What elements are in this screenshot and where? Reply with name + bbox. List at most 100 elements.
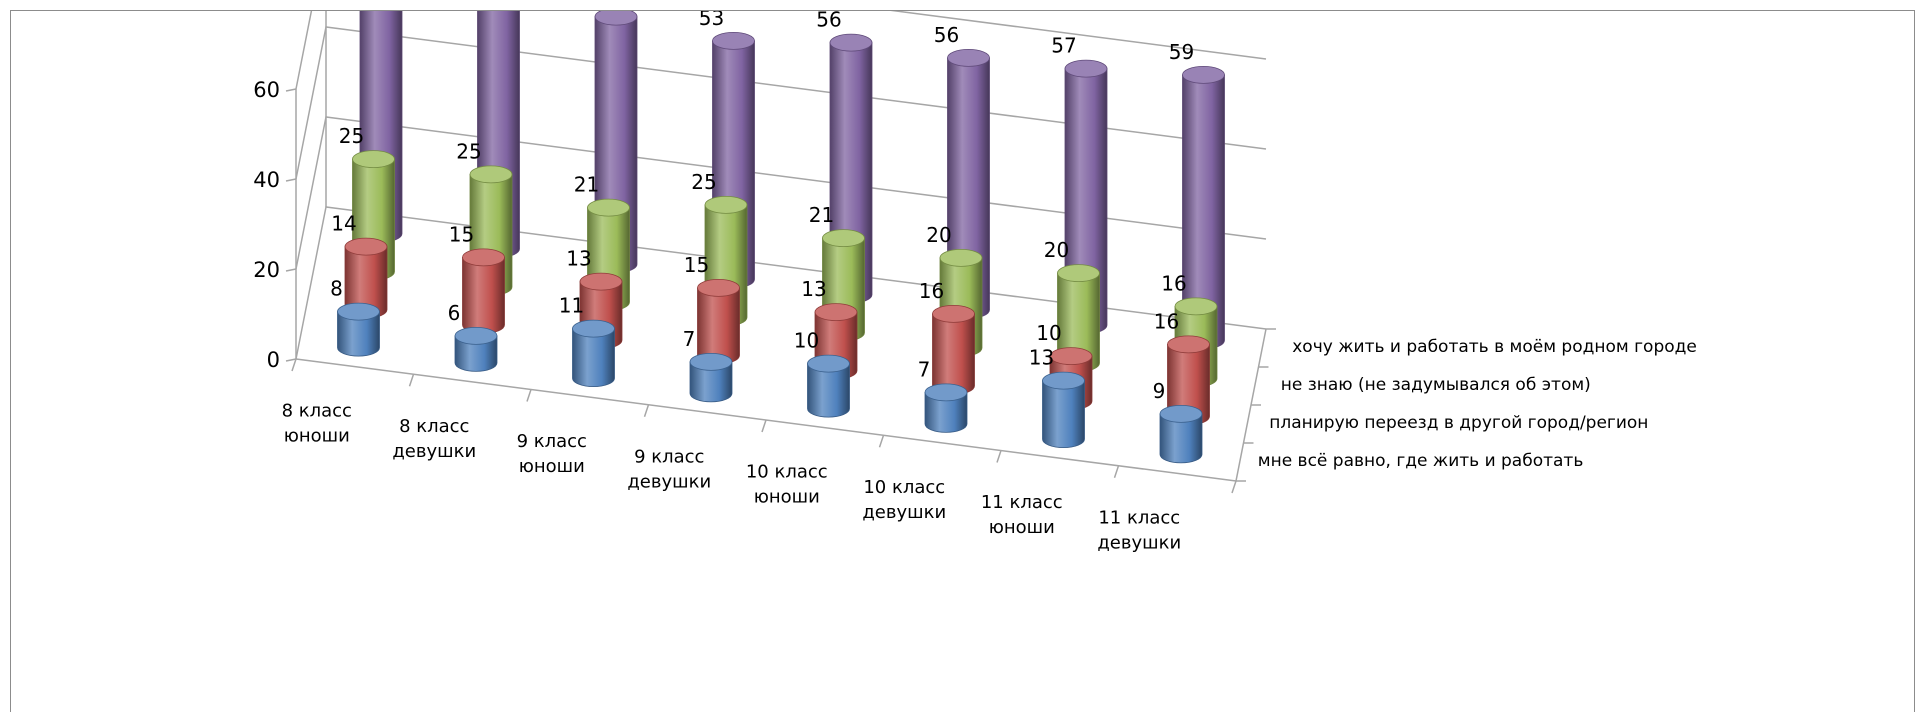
data-label: 25 [456, 139, 481, 163]
cylinder-top [337, 302, 380, 321]
data-label: 10 [794, 329, 819, 353]
gridline [295, 26, 1267, 180]
x-tick-mark [1231, 480, 1237, 494]
cylinder-top [947, 48, 990, 67]
y-tick-label: 60 [253, 78, 280, 102]
cylinder-top [829, 33, 873, 52]
y-tick-label: 20 [253, 258, 280, 282]
cylinder-top [1057, 264, 1100, 283]
data-label: 10 [1036, 321, 1061, 345]
cylinder-top [352, 150, 395, 169]
x-tick-label: 8 класс девушки [392, 416, 476, 462]
data-label: 6 [448, 301, 461, 325]
cylinder-bar [689, 361, 733, 403]
y-tick-label: 40 [253, 168, 280, 192]
chart-frame: 0 20 40 60 8 класс юноши 8 класс девушки 9 клас… [10, 10, 1915, 712]
cylinder-top [924, 383, 968, 402]
series-label: не знаю (не задумывался об этом) [1281, 375, 1591, 395]
data-label: 13 [566, 247, 591, 271]
cylinder-top [579, 272, 623, 291]
x-tick-mark [408, 374, 415, 387]
data-label: 25 [339, 124, 364, 148]
cylinder-bar [337, 311, 380, 357]
gridline [295, 11, 1267, 90]
data-label: 21 [809, 203, 834, 227]
series-cylinders: 5355555356565759252521252120201614151315… [330, 11, 1225, 464]
data-label: 20 [926, 223, 951, 247]
cylinder-top [469, 165, 513, 184]
cylinder-top [594, 11, 638, 26]
x-tick-label: 9 класс девушки [627, 446, 711, 492]
cylinder-bar [572, 328, 615, 388]
x-tick-mark [1113, 465, 1120, 478]
y-tick-mark [285, 178, 297, 182]
data-label: 13 [1029, 346, 1054, 370]
cylinder-top [932, 304, 975, 323]
data-label: 9 [1153, 379, 1166, 403]
data-label: 21 [574, 173, 599, 197]
cylinder-top [1064, 59, 1108, 78]
x-tick-label: 10 класс юноши [746, 462, 828, 508]
cylinder-chart: 0 20 40 60 8 класс юноши 8 класс девушки 9 клас… [253, 11, 1697, 553]
cylinder-bar [1159, 413, 1203, 464]
data-label: 7 [918, 357, 931, 381]
gridline [295, 206, 1267, 360]
x-tick-label: 11 класс девушки [1097, 507, 1181, 553]
data-label: 14 [331, 212, 356, 236]
data-label: 56 [934, 23, 959, 47]
gridline [295, 116, 1267, 270]
data-label: 57 [1051, 34, 1076, 58]
cylinder-top [689, 352, 733, 371]
x-tick-label: 10 класс девушки [862, 477, 946, 523]
data-label: 7 [683, 327, 696, 351]
cylinder-top [704, 195, 748, 214]
data-label: 16 [1161, 271, 1186, 295]
series-depth-axis: мне всё равно, где жить и работать планир… [1236, 328, 1697, 482]
cylinder-bar [932, 313, 975, 395]
cylinder-bar [807, 363, 850, 418]
cylinder-top [587, 198, 630, 217]
cylinder-bar [454, 335, 498, 372]
cylinder-top [1042, 371, 1085, 390]
cylinder-top [697, 278, 740, 297]
cylinder-bar [924, 391, 968, 433]
x-tick-label: 9 класс юноши [517, 431, 587, 477]
data-label: 8 [330, 277, 343, 301]
chart-walls [295, 11, 1267, 482]
cylinder-top [807, 354, 850, 373]
cylinder-top [454, 326, 498, 345]
y-tick-mark [285, 358, 297, 362]
data-label: 15 [449, 222, 474, 246]
cylinder-top [462, 248, 505, 267]
x-tick-mark [878, 435, 885, 448]
x-tick-mark [291, 358, 297, 372]
data-label: 16 [919, 279, 944, 303]
data-label: 15 [684, 253, 709, 277]
data-label: 20 [1044, 238, 1069, 262]
y-tick-label: 0 [267, 348, 280, 372]
cylinder-bar [697, 287, 740, 365]
cylinder-top [1167, 335, 1210, 354]
data-label: 59 [1169, 40, 1194, 64]
x-tick-label: 8 класс юноши [282, 401, 352, 447]
series-label: мне всё равно, где жить и работать [1258, 451, 1584, 471]
series-label: хочу жить и работать в моём родном город… [1292, 337, 1697, 357]
x-tick-mark [996, 450, 1002, 463]
y-tick-mark [285, 268, 297, 272]
cylinder-top [1174, 297, 1218, 316]
cylinder-bar [1042, 380, 1085, 449]
data-label: 11 [559, 294, 584, 318]
data-label: 53 [699, 11, 724, 30]
series-0-cylinders: 8 6 11 7 10 7 13 9 [330, 277, 1203, 464]
y-tick-mark [285, 88, 297, 92]
x-tick-mark [526, 389, 532, 402]
x-tick-label: 11 класс юноши [981, 492, 1063, 538]
data-label: 25 [691, 170, 716, 194]
cylinder-top [1049, 347, 1093, 366]
cylinder-top [1159, 404, 1203, 423]
x-axis-ticks: 8 класс юноши 8 класс девушки 9 класс юноши 9 … [282, 358, 1237, 553]
cylinder-top [1182, 65, 1225, 84]
cylinder-top [814, 303, 858, 322]
cylinder-top [939, 248, 983, 267]
cylinder-bar [462, 256, 505, 334]
